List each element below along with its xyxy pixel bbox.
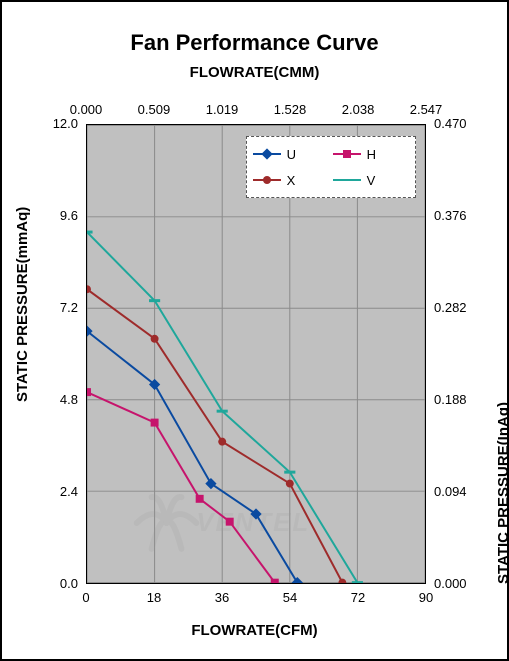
legend-label-H: H bbox=[367, 147, 376, 162]
y-left-tick: 9.6 bbox=[60, 208, 78, 223]
y-left-tick: 7.2 bbox=[60, 300, 78, 315]
y-right-tick: 0.094 bbox=[434, 484, 467, 499]
legend-label-V: V bbox=[367, 173, 376, 188]
y-right-tick: 0.188 bbox=[434, 392, 467, 407]
x-top-tick: 2.547 bbox=[410, 102, 443, 117]
y-left-tick: 2.4 bbox=[60, 484, 78, 499]
left-y-axis-label: STATIC PRESSURE(mmAq) bbox=[14, 207, 31, 402]
x-bottom-tick: 0 bbox=[82, 590, 89, 605]
legend-item-X: X bbox=[253, 173, 330, 188]
legend-swatch-V bbox=[333, 173, 361, 187]
x-top-tick: 0.000 bbox=[70, 102, 103, 117]
legend-label-U: U bbox=[287, 147, 296, 162]
legend-swatch-X bbox=[253, 173, 281, 187]
y-left-tick: 0.0 bbox=[60, 576, 78, 591]
series-H-marker bbox=[151, 419, 159, 427]
legend: U H X V bbox=[246, 136, 416, 198]
watermark-graphic bbox=[137, 497, 197, 549]
series-H-marker bbox=[87, 388, 91, 396]
x-top-tick: 0.509 bbox=[138, 102, 171, 117]
series-U-marker bbox=[250, 508, 261, 519]
right-y-axis-label: STATIC PRESSURE(InAq) bbox=[495, 402, 509, 584]
y-right-tick: 0.470 bbox=[434, 116, 467, 131]
series-X-marker bbox=[151, 335, 159, 343]
series-U-line bbox=[87, 331, 297, 583]
y-left-tick: 12.0 bbox=[53, 116, 78, 131]
x-bottom-tick: 36 bbox=[215, 590, 229, 605]
y-left-tick: 4.8 bbox=[60, 392, 78, 407]
x-top-tick: 2.038 bbox=[342, 102, 375, 117]
series-H-marker bbox=[196, 495, 204, 503]
series-X-marker bbox=[286, 480, 294, 488]
legend-swatch-H bbox=[333, 147, 361, 161]
series-X-marker bbox=[218, 438, 226, 446]
series-H-line bbox=[87, 392, 275, 583]
legend-item-H: H bbox=[333, 147, 410, 162]
y-right-tick: 0.376 bbox=[434, 208, 467, 223]
top-x-axis-label: FLOWRATE(CMM) bbox=[2, 64, 507, 81]
x-bottom-tick: 90 bbox=[419, 590, 433, 605]
chart-title: Fan Performance Curve bbox=[2, 30, 507, 56]
series-H-marker bbox=[226, 518, 234, 526]
x-bottom-tick: 54 bbox=[283, 590, 297, 605]
x-top-tick: 1.019 bbox=[206, 102, 239, 117]
x-top-tick: 1.528 bbox=[274, 102, 307, 117]
chart-frame: Fan Performance Curve FLOWRATE(CMM) FLOW… bbox=[0, 0, 509, 661]
legend-item-U: U bbox=[253, 147, 330, 162]
legend-item-V: V bbox=[333, 173, 410, 188]
series-U-marker bbox=[205, 478, 216, 489]
x-bottom-tick: 72 bbox=[351, 590, 365, 605]
legend-label-X: X bbox=[287, 173, 296, 188]
legend-swatch-U bbox=[253, 147, 281, 161]
x-bottom-tick: 18 bbox=[147, 590, 161, 605]
y-right-tick: 0.282 bbox=[434, 300, 467, 315]
series-H-marker bbox=[271, 579, 279, 583]
series-X-line bbox=[87, 289, 342, 582]
y-right-tick: 0.000 bbox=[434, 576, 467, 591]
bottom-x-axis-label: FLOWRATE(CFM) bbox=[2, 622, 507, 639]
